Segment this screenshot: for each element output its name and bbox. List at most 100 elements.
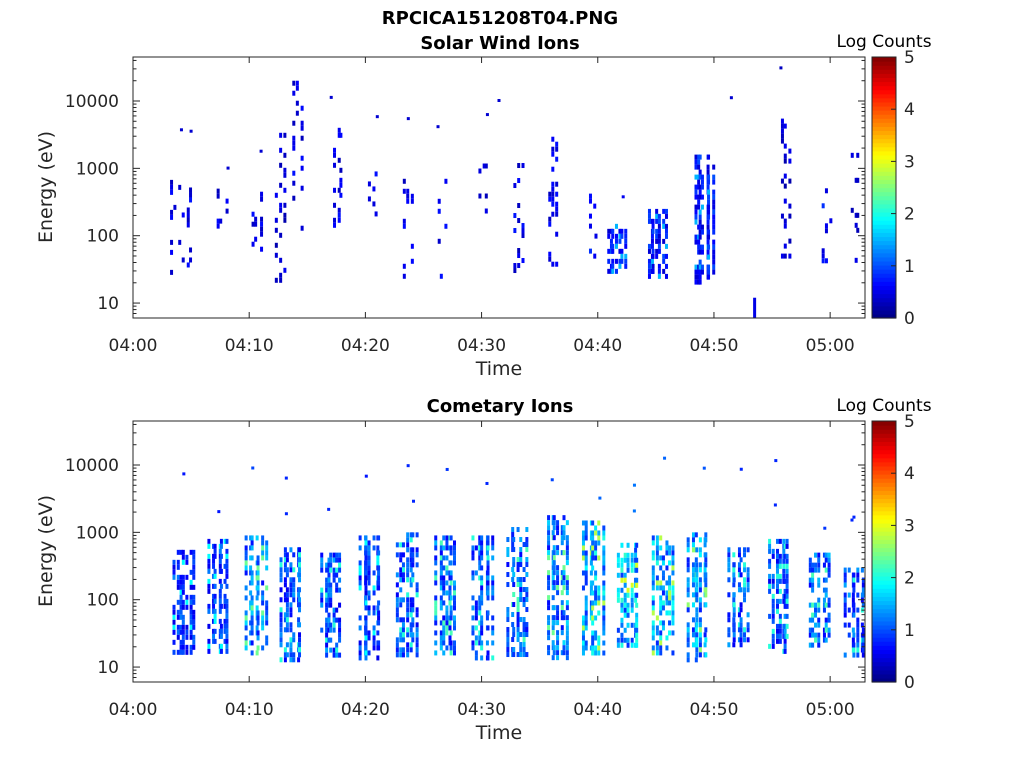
data-cell bbox=[298, 632, 302, 638]
data-cell bbox=[620, 637, 624, 643]
data-cell bbox=[189, 634, 193, 640]
data-cell bbox=[283, 267, 287, 273]
data-cell bbox=[448, 625, 452, 631]
data-cell bbox=[780, 123, 784, 129]
data-cell bbox=[602, 580, 606, 586]
data-cell bbox=[768, 578, 772, 584]
data-cell bbox=[814, 612, 818, 618]
data-cell bbox=[811, 567, 815, 573]
data-cell bbox=[402, 263, 406, 269]
data-cell bbox=[618, 258, 622, 264]
data-cell bbox=[700, 249, 704, 255]
data-cell bbox=[274, 252, 278, 258]
data-cell bbox=[663, 456, 667, 460]
y-tick-label: 100 bbox=[87, 591, 119, 611]
data-cell bbox=[562, 535, 566, 541]
data-cell bbox=[630, 587, 634, 593]
data-cell bbox=[657, 233, 661, 239]
data-cell bbox=[337, 132, 341, 138]
data-cell bbox=[410, 243, 414, 249]
data-cell bbox=[485, 615, 489, 621]
data-cell bbox=[474, 655, 478, 661]
data-cell bbox=[811, 587, 815, 593]
colorbar-segment bbox=[872, 624, 896, 630]
data-cell bbox=[364, 630, 368, 636]
data-cell bbox=[732, 622, 736, 628]
data-cell bbox=[364, 535, 368, 541]
data-cell bbox=[746, 572, 750, 578]
data-cell bbox=[594, 590, 598, 596]
data-cell bbox=[170, 209, 174, 215]
data-cell bbox=[668, 585, 672, 591]
data-cell bbox=[783, 183, 787, 189]
data-cell bbox=[409, 557, 413, 563]
data-cell bbox=[712, 249, 716, 255]
data-cell bbox=[283, 582, 287, 588]
data-cell bbox=[614, 268, 618, 274]
data-cell bbox=[647, 273, 651, 279]
data-cell bbox=[244, 560, 248, 566]
data-cell bbox=[478, 193, 482, 199]
data-cell bbox=[691, 592, 695, 598]
data-cell bbox=[635, 577, 639, 583]
x-tick-label: 04:50 bbox=[689, 700, 738, 720]
data-cell bbox=[778, 598, 782, 604]
data-cell bbox=[172, 629, 176, 635]
data-cell bbox=[607, 268, 611, 274]
data-cell bbox=[737, 552, 741, 558]
data-cell bbox=[298, 597, 302, 603]
data-cell bbox=[442, 640, 446, 646]
data-cell bbox=[409, 597, 413, 603]
data-cell bbox=[594, 530, 598, 536]
data-cell bbox=[560, 535, 564, 541]
data-cell bbox=[442, 625, 446, 631]
data-cell bbox=[785, 603, 789, 609]
colorbar-segment bbox=[872, 518, 896, 524]
data-cell bbox=[261, 595, 265, 601]
data-cell bbox=[698, 259, 702, 265]
data-cell bbox=[337, 187, 341, 193]
data-cell bbox=[659, 600, 663, 606]
data-cell bbox=[406, 188, 410, 194]
data-cell bbox=[444, 223, 448, 229]
data-cell bbox=[664, 208, 668, 214]
data-cell bbox=[856, 577, 860, 583]
data-cell bbox=[192, 559, 196, 565]
data-cell bbox=[516, 597, 520, 603]
colorbar-segment bbox=[872, 167, 896, 172]
data-cell bbox=[471, 595, 475, 601]
data-cell bbox=[727, 552, 731, 558]
data-cell bbox=[410, 193, 414, 199]
data-cell bbox=[511, 532, 515, 538]
data-cell bbox=[250, 600, 254, 606]
data-cell bbox=[448, 600, 452, 606]
data-cell bbox=[364, 650, 368, 656]
data-cell bbox=[782, 538, 786, 544]
data-cell bbox=[556, 530, 560, 536]
data-cell bbox=[338, 622, 342, 628]
data-cell bbox=[213, 638, 217, 644]
data-cell bbox=[471, 615, 475, 621]
data-cell bbox=[782, 563, 786, 569]
data-cell bbox=[445, 535, 449, 541]
data-cell bbox=[406, 547, 410, 553]
data-cell bbox=[517, 248, 521, 254]
data-cell bbox=[785, 568, 789, 574]
colorbar-segment bbox=[872, 297, 896, 303]
data-cell bbox=[338, 587, 342, 593]
data-cell bbox=[297, 657, 301, 663]
data-cell bbox=[485, 550, 489, 556]
xlabel-solar-wind: Time bbox=[475, 358, 523, 380]
data-cell bbox=[686, 582, 690, 588]
data-cell bbox=[170, 239, 174, 245]
data-cell bbox=[522, 617, 526, 623]
data-cell bbox=[739, 617, 743, 623]
data-cell bbox=[399, 572, 403, 578]
data-cell bbox=[661, 625, 665, 631]
colorbar-segment bbox=[872, 154, 896, 160]
data-cell bbox=[172, 574, 176, 580]
data-cell bbox=[785, 633, 789, 639]
data-cell bbox=[189, 619, 193, 625]
data-cell bbox=[478, 635, 482, 641]
data-cell bbox=[172, 639, 176, 645]
